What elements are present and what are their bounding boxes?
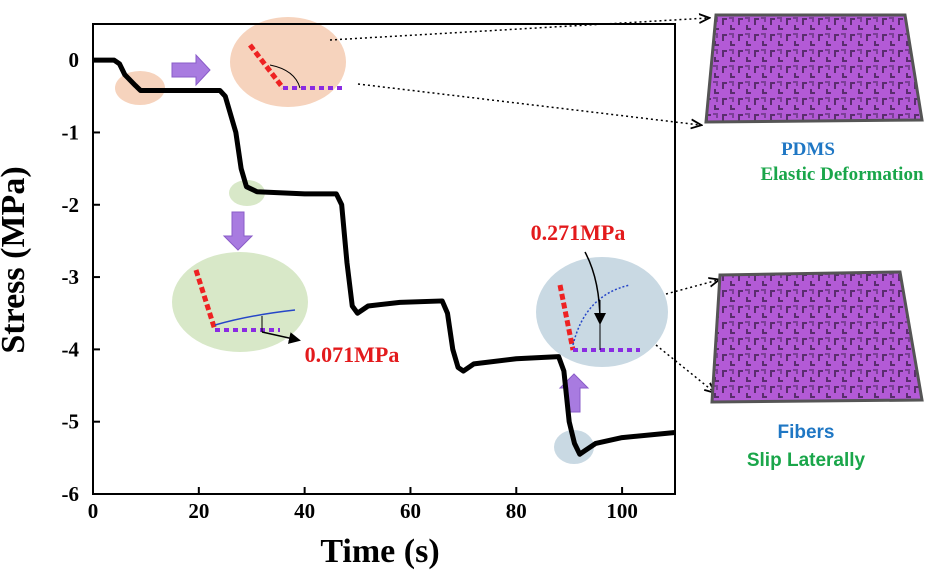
y-tick-label: 0 [69, 48, 80, 72]
y-tick-label: -2 [62, 193, 80, 217]
annotation: 0.271MPa [531, 220, 626, 245]
material-label: PDMS [781, 139, 835, 160]
x-tick-label: 0 [88, 499, 99, 523]
x-tick-label: 80 [506, 499, 527, 523]
x-tick-label: 100 [606, 499, 638, 523]
y-tick-label: -3 [62, 265, 80, 289]
x-tick-label: 20 [188, 499, 209, 523]
x-tick-label: 60 [400, 499, 421, 523]
mechanism-label: Slip Laterally [747, 450, 866, 471]
mechanism-label: Elastic Deformation [760, 164, 923, 185]
y-tick-label: -6 [62, 482, 80, 506]
annotation: 0.071MPa [305, 342, 400, 367]
mesh-images [706, 15, 922, 402]
y-tick-label: -5 [62, 410, 80, 434]
material-label: Fibers [777, 422, 834, 443]
y-axis-label: Stress (MPa) [0, 166, 32, 353]
chart: Stress (MPa) Time (s) 0.271MPa 0.071MPa … [0, 0, 926, 573]
y-tick-label: -4 [62, 337, 80, 361]
x-axis-label: Time (s) [320, 533, 439, 570]
x-tick-label: 40 [294, 499, 315, 523]
y-tick-label: -1 [62, 120, 80, 144]
